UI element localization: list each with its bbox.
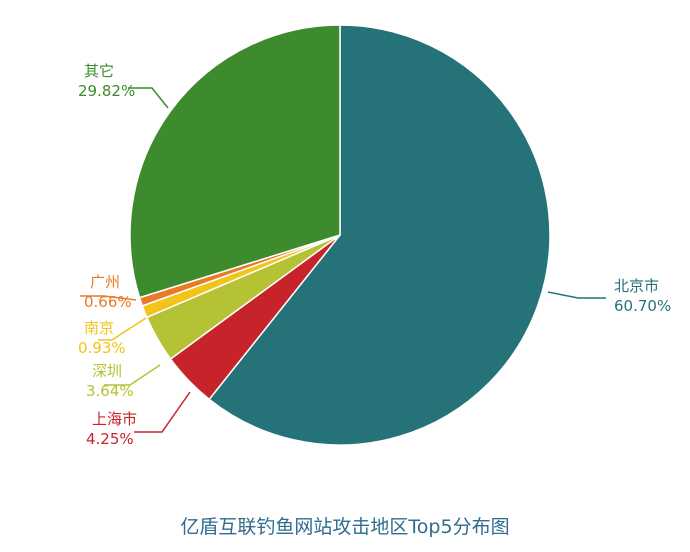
slice-pct-3: 0.93%: [78, 339, 126, 357]
slice-label-3: 南京: [84, 319, 114, 337]
leader-line-3: [98, 317, 147, 341]
slice-label-4: 广州: [90, 273, 120, 291]
slice-pct-1: 4.25%: [86, 430, 134, 448]
slice-label-1: 上海市: [92, 410, 137, 428]
slice-label-5: 其它: [84, 62, 114, 80]
leader-line-2: [104, 364, 161, 386]
leader-line-1: [134, 391, 191, 433]
leader-line-5: [128, 87, 169, 109]
slice-label-0: 北京市: [614, 277, 659, 295]
pie-slice-0: [208, 24, 551, 446]
slice-label-2: 深圳: [92, 362, 122, 380]
slice-pct-0: 60.70%: [614, 297, 671, 315]
slice-pct-2: 3.64%: [86, 382, 134, 400]
leader-line-4: [80, 295, 137, 301]
chart-title: 亿盾互联钓鱼网站攻击地区Top5分布图: [180, 516, 510, 538]
pie-slice-5: [129, 24, 341, 299]
slice-pct-5: 29.82%: [78, 82, 135, 100]
leader-line-0: [547, 291, 606, 299]
slice-pct-4: 0.66%: [84, 293, 132, 311]
